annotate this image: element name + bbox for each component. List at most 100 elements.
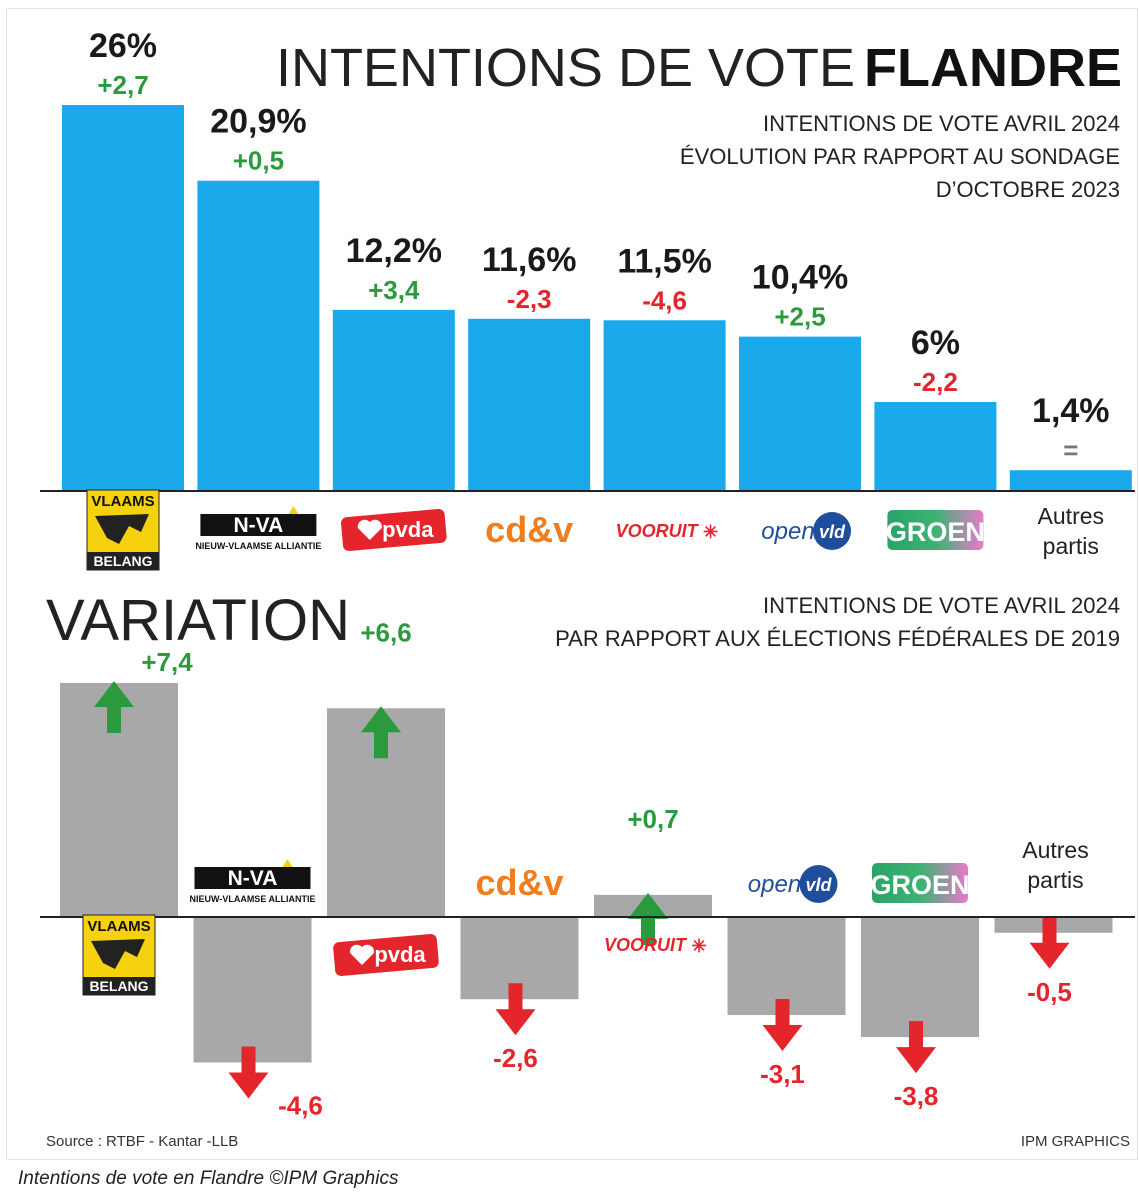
openvld-logo-vld: vld [819,522,846,542]
arrow-down-icon [495,983,536,1036]
arrow-down-icon [1029,916,1070,969]
nva-logo-accent [288,506,299,514]
intention-bar [1009,470,1132,491]
party-logos-top: VLAAMS BELANG N-VA NIEUW-VLAAMSE ALLIANTIE p… [86,489,1104,571]
pvda-logo: pvda [333,934,439,976]
variation-subtitle-line-2: PAR RAPPORT AUX ÉLECTIONS FÉDÉRALES DE 2… [555,626,1120,651]
vb-lion-shape [95,514,149,544]
intention-change-label: +2,5 [774,302,825,332]
variation-value-label: -3,8 [894,1081,939,1111]
intention-change-label: +3,4 [368,275,420,305]
vooruit-logo-text: VOORUIT [604,935,688,955]
intention-value-label: 26% [89,27,157,65]
pvda-logo-box [341,509,447,551]
arrow-down-icon [228,1046,269,1099]
groen-logo: GROEN [886,510,985,550]
party-logos-variation: VLAAMS BELANG N-VA NIEUW-VLAAMSE ALLIANTIE p… [82,837,1089,996]
groen-logo-box [872,863,968,903]
nva-logo-box [194,867,311,889]
variation-value-label: -0,5 [1027,977,1072,1007]
pvda-heart-icon [357,519,382,540]
vooruit-star-icon: ✳ [703,522,718,542]
pvda-heart-icon [349,944,375,965]
autres-label-line-2: partis [1043,533,1099,559]
vlaams-belang-logo: VLAAMS BELANG [82,914,156,996]
nva-logo: N-VA NIEUW-VLAAMSE ALLIANTIE [190,859,316,904]
vb-logo-band [87,552,159,570]
pvda-logo-text: pvda [374,942,426,967]
variation-value-label: -3,1 [760,1059,805,1089]
vooruit-logo: VOORUIT ✳ [616,521,719,542]
figure-caption: Intentions de vote en Flandre ©IPM Graph… [18,1168,399,1189]
source-note: Source : RTBF - Kantar -LLB [46,1133,238,1150]
nva-logo: N-VA NIEUW-VLAAMSE ALLIANTIE [195,506,321,551]
intention-value-label: 6% [911,324,960,362]
autres-label-line-2: partis [1027,867,1083,893]
arrow-up-icon [94,681,134,733]
variation-title: VARIATION [46,588,350,653]
vooruit-logo-text: VOORUIT [616,521,700,541]
vb-logo-text-top: VLAAMS [87,918,150,935]
autres-label-line-1: Autres [1022,837,1088,863]
variation-value-label: -2,6 [493,1043,538,1073]
variation-bar [861,917,979,1038]
arrow-down-icon [762,999,803,1052]
intention-change-label: +2,7 [97,70,148,100]
open-vld-logo: open vld [761,512,851,550]
vb-lion-shape [91,939,145,969]
nva-logo-subtext: NIEUW-VLAAMSE ALLIANTIE [195,541,321,551]
nva-logo-box [200,514,317,536]
intention-change-label: -2,3 [507,284,552,314]
intention-bar [468,318,591,491]
openvld-logo-circle [799,865,838,903]
groen-logo-text: GROEN [870,870,969,900]
arrow-down-icon [896,1021,936,1074]
intention-value-label: 10,4% [752,259,848,297]
openvld-logo-text: open [761,518,814,545]
vooruit-star-icon: ✳ [691,936,706,956]
intention-bar [62,105,184,491]
groen-logo: GROEN [870,863,970,903]
intention-value-label: 1,4% [1032,392,1110,430]
intention-bar [332,309,455,491]
chart-header: INTENTIONS DE VOTE FLANDRE INTENTIONS DE… [276,38,1122,202]
groen-logo-text: GROEN [886,517,985,547]
cdv-logo: cd&v [485,509,573,550]
intention-bar [197,180,320,491]
cdv-logo-text: cd&v [485,509,573,550]
autres-partis-label: Autres partis [1038,503,1104,559]
groen-logo-box [887,510,984,550]
variation-value-label: +0,7 [627,804,678,834]
cdv-logo: cd&v [475,862,563,903]
pvda-logo-box [333,934,439,976]
openvld-logo-circle [813,512,851,550]
subtitle-line-2: ÉVOLUTION PAR RAPPORT AU SONDAGE [680,144,1120,169]
pvda-logo-text: pvda [382,517,434,542]
arrow-up-icon [361,706,401,759]
variation-value-label: +6,6 [360,617,411,647]
nva-logo-text: N-VA [234,514,284,537]
intention-change-label: = [1063,435,1078,465]
vb-logo-text-bottom: BELANG [89,978,148,994]
variation-bar-series: +7,4 -4,6 +6,6 -2,6 +0,7 -3,1 -3,8 -0,5 [60,617,1113,1120]
cdv-logo-text: cd&v [475,862,563,903]
vooruit-logo: VOORUIT ✳ [604,935,707,956]
variation-value-label: -4,6 [278,1090,323,1120]
autres-partis-label: Autres partis [1022,837,1088,893]
openvld-logo-vld: vld [805,875,832,895]
vb-logo-band [83,977,155,995]
intention-bar [603,320,726,491]
variation-subtitle-line-1: INTENTIONS DE VOTE AVRIL 2024 [763,593,1120,618]
intention-bar [739,336,861,491]
intention-value-label: 11,5% [617,242,712,280]
open-vld-logo: open vld [748,865,838,903]
intentions-bar-series: 26% +2,7 20,9% +0,5 12,2% +3,4 11,6% -2,3 11,5% -… [62,27,1132,491]
intention-value-label: 12,2% [346,232,442,270]
nva-logo-subtext: NIEUW-VLAAMSE ALLIANTIE [190,894,316,904]
intention-change-label: +0,5 [233,146,284,176]
subtitle-line-3: D’OCTOBRE 2023 [936,177,1120,202]
variation-header: VARIATION INTENTIONS DE VOTE AVRIL 2024 … [46,588,1120,653]
intention-change-label: -4,6 [642,285,687,315]
chart-title-light: INTENTIONS DE VOTE [276,38,855,98]
